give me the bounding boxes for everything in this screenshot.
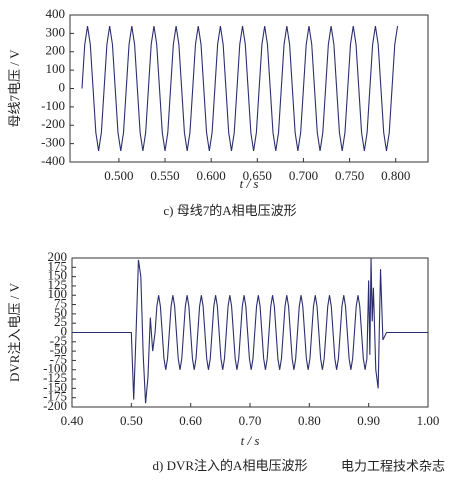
y-tick-label: 100 xyxy=(48,286,68,301)
y-tick-label: 125 xyxy=(48,277,68,292)
y-tick-label: -200 xyxy=(41,116,65,131)
watermark: 电力工程技术杂志 xyxy=(341,460,445,475)
x-tick-label: 0.60 xyxy=(179,413,202,428)
y-tick-label: 200 xyxy=(48,249,68,264)
y-tick-label: -175 xyxy=(43,389,67,404)
y-tick-label: 175 xyxy=(48,258,68,273)
y-tick-label: -100 xyxy=(41,98,65,113)
y-tick-label: -200 xyxy=(43,398,67,413)
y-axis-label: 母线7电压 / V xyxy=(7,49,22,128)
x-axis-label: t / s xyxy=(240,176,259,191)
y-tick-label: 75 xyxy=(54,296,67,311)
x-tick-label: 0.650 xyxy=(243,168,272,183)
y-tick-label: -25 xyxy=(50,333,67,348)
caption: d) DVR注入的A相电压波形 xyxy=(153,458,308,473)
x-tick-label: 1.00 xyxy=(417,413,440,428)
x-tick-label: 0.750 xyxy=(335,168,364,183)
waveform xyxy=(72,257,428,404)
x-tick-label: 0.550 xyxy=(150,168,179,183)
waveform xyxy=(81,25,399,152)
x-tick-label: 0.500 xyxy=(104,168,133,183)
y-tick-label: 300 xyxy=(46,24,66,39)
y-tick-label: -300 xyxy=(41,135,65,150)
x-tick-label: 0.600 xyxy=(197,168,226,183)
y-tick-label: -400 xyxy=(41,153,65,168)
y-tick-label: -50 xyxy=(50,342,67,357)
y-tick-label: 100 xyxy=(46,61,66,76)
y-tick-label: 50 xyxy=(54,305,67,320)
y-tick-label: 400 xyxy=(46,6,66,21)
caption: c) 母线7的A相电压波形 xyxy=(163,203,296,218)
y-axis-label: DVR注入电压 / V xyxy=(7,282,22,382)
y-tick-label: 25 xyxy=(54,314,67,329)
y-tick-label: -100 xyxy=(43,361,67,376)
x-axis-label: t / s xyxy=(241,433,260,448)
y-tick-label: 0 xyxy=(61,323,68,338)
y-tick-label: 150 xyxy=(48,268,68,283)
x-tick-label: 0.40 xyxy=(61,413,84,428)
x-tick-label: 0.50 xyxy=(120,413,143,428)
x-tick-label: 0.800 xyxy=(381,168,410,183)
y-tick-label: -150 xyxy=(43,379,67,394)
x-tick-label: 0.90 xyxy=(357,413,380,428)
x-tick-label: 0.70 xyxy=(239,413,262,428)
y-tick-label: -75 xyxy=(50,351,67,366)
y-tick-label: 0 xyxy=(59,79,66,94)
x-tick-label: 0.80 xyxy=(298,413,321,428)
y-tick-label: -125 xyxy=(43,370,67,385)
x-tick-label: 0.700 xyxy=(289,168,318,183)
y-tick-label: 200 xyxy=(46,43,66,58)
